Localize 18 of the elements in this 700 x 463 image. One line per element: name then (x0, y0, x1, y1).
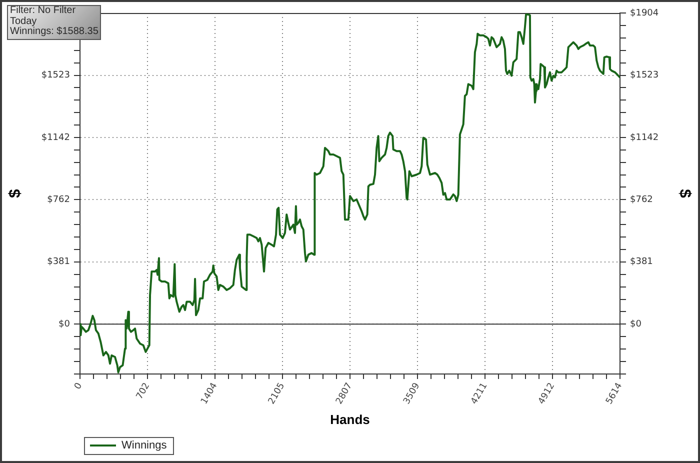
y2-tick-label: $1142 (630, 132, 659, 143)
y2-tick-label: $381 (630, 257, 653, 268)
y-tick-label: $0 (58, 320, 70, 330)
y2-tick-label: $1904 (630, 8, 659, 18)
y2-tick-label: $762 (630, 194, 653, 205)
x-axis-title: Hands (330, 412, 370, 427)
y-tick-label: $381 (47, 257, 70, 268)
y2-axis-title: $ (676, 189, 693, 198)
y2-tick-label: $0 (630, 320, 642, 330)
y-tick-label: $1142 (41, 132, 70, 143)
y-tick-label: $762 (47, 194, 70, 205)
legend-label: Winnings (122, 440, 168, 452)
x-tick-label: 0 (73, 381, 85, 392)
y2-tick-label: $1523 (630, 70, 659, 81)
info-panel: Filter: No Filter Today Winnings: $1588.35 (7, 5, 102, 40)
annotation: Winnings: $1588.35 (10, 26, 98, 38)
y-tick-label: $1523 (41, 70, 70, 81)
y-axis-title: $ (7, 188, 24, 198)
